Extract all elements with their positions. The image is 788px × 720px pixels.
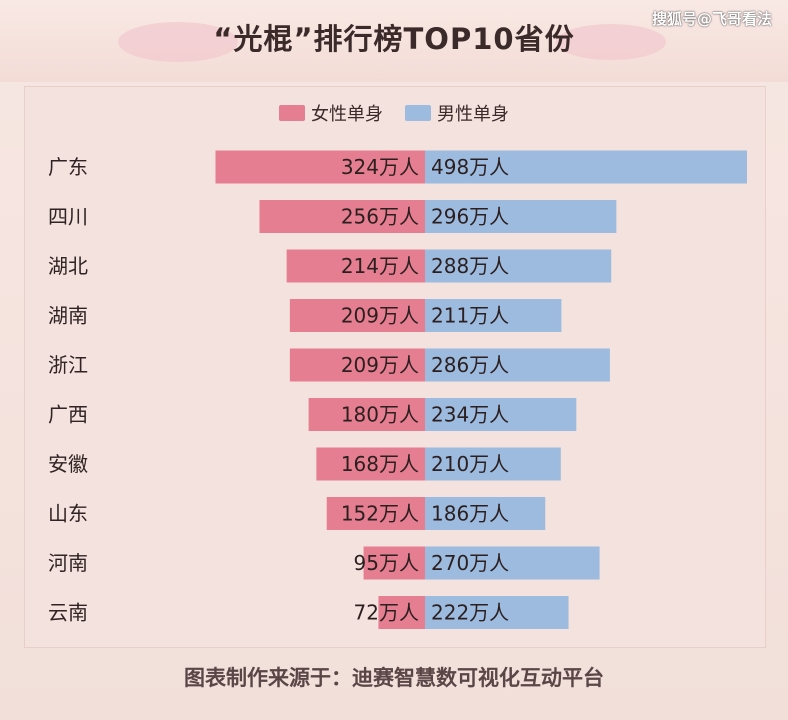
female-bar <box>259 200 425 233</box>
male-bar <box>425 596 569 629</box>
category-label: 安徽 <box>48 452 88 476</box>
male-value-label: 286万人 <box>431 353 509 377</box>
category-label: 云南 <box>48 601 88 625</box>
male-bar <box>425 249 612 283</box>
category-label: 四川 <box>48 205 88 229</box>
female-value-label: 152万人 <box>341 502 419 526</box>
female-value-label: 168万人 <box>341 452 419 476</box>
legend-swatch-female <box>279 105 305 121</box>
female-value-label: 180万人 <box>341 403 419 427</box>
male-value-label: 270万人 <box>431 551 509 575</box>
female-bar <box>289 348 425 382</box>
male-bar <box>425 150 747 184</box>
male-bar <box>425 497 546 530</box>
male-bar <box>425 200 617 233</box>
female-bar <box>308 398 425 431</box>
male-value-label: 222万人 <box>431 601 509 625</box>
male-value-label: 296万人 <box>431 205 509 229</box>
male-value-label: 288万人 <box>431 254 509 278</box>
legend-item-female: 女性单身 <box>279 100 383 126</box>
female-value-label: 95万人 <box>354 551 419 575</box>
category-label: 河南 <box>48 551 88 575</box>
category-label: 广东 <box>48 155 88 179</box>
category-label: 湖南 <box>48 304 88 328</box>
female-value-label: 72万人 <box>354 601 419 625</box>
chart-legend: 女性单身 男性单身 <box>0 100 788 126</box>
source-footer: 图表制作来源于：迪赛智慧数可视化互动平台 <box>184 666 604 690</box>
female-value-label: 324万人 <box>341 155 419 179</box>
male-bar <box>425 398 577 431</box>
chart-title: “光棍”排行榜TOP10省份 <box>213 22 575 56</box>
legend-swatch-male <box>405 105 431 121</box>
male-bar <box>425 299 562 332</box>
decor-blob-right <box>556 24 666 60</box>
female-bar <box>289 299 425 332</box>
female-value-label: 214万人 <box>341 254 419 278</box>
male-bar <box>425 348 610 382</box>
category-label: 山东 <box>48 502 88 526</box>
female-value-label: 256万人 <box>341 205 419 229</box>
decor-blob-left <box>118 22 238 62</box>
legend-item-male: 男性单身 <box>405 100 509 126</box>
legend-label-female: 女性单身 <box>311 104 383 125</box>
female-bar <box>326 497 425 530</box>
watermark-text: 搜狐号@飞哥看法 <box>651 10 772 28</box>
category-label: 湖北 <box>48 254 88 278</box>
female-bar <box>316 447 425 481</box>
male-bar <box>425 447 561 481</box>
category-label: 广西 <box>48 403 88 427</box>
female-value-label: 209万人 <box>341 353 419 377</box>
male-value-label: 211万人 <box>431 304 509 328</box>
legend-label-male: 男性单身 <box>437 104 509 125</box>
male-value-label: 210万人 <box>431 452 509 476</box>
female-bar <box>378 596 425 629</box>
female-bar <box>363 546 425 580</box>
category-label: 浙江 <box>48 353 88 377</box>
male-value-label: 498万人 <box>431 155 509 179</box>
female-value-label: 209万人 <box>341 304 419 328</box>
female-bar <box>215 150 425 184</box>
female-bar <box>286 249 425 283</box>
male-bar <box>425 546 600 580</box>
male-value-label: 186万人 <box>431 502 509 526</box>
male-value-label: 234万人 <box>431 403 509 427</box>
